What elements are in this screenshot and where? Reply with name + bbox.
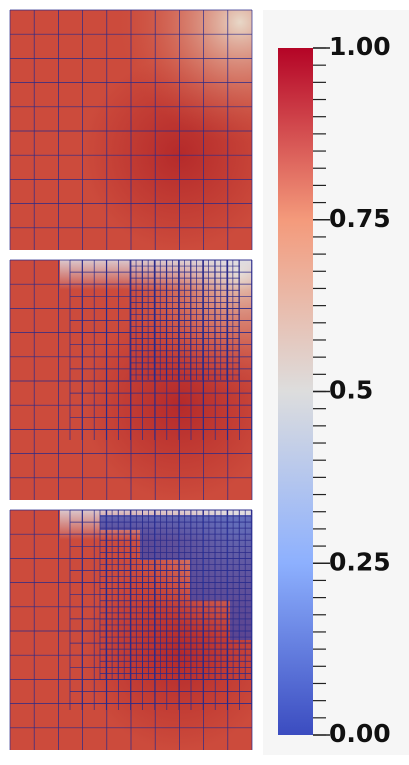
mesh-panels: [9, 9, 253, 750]
tick-label: 1.00: [329, 32, 391, 61]
tick-label: 0.5: [329, 376, 373, 405]
panel-cool: [60, 260, 252, 290]
tick-label: 0.75: [329, 204, 391, 233]
tick-label: 0.00: [329, 719, 391, 748]
colorbar-ticks: 1.00 0.75 0.5 0.25 0.00: [313, 32, 391, 748]
colorbar: [278, 48, 313, 735]
tick-label: 0.25: [329, 547, 391, 576]
